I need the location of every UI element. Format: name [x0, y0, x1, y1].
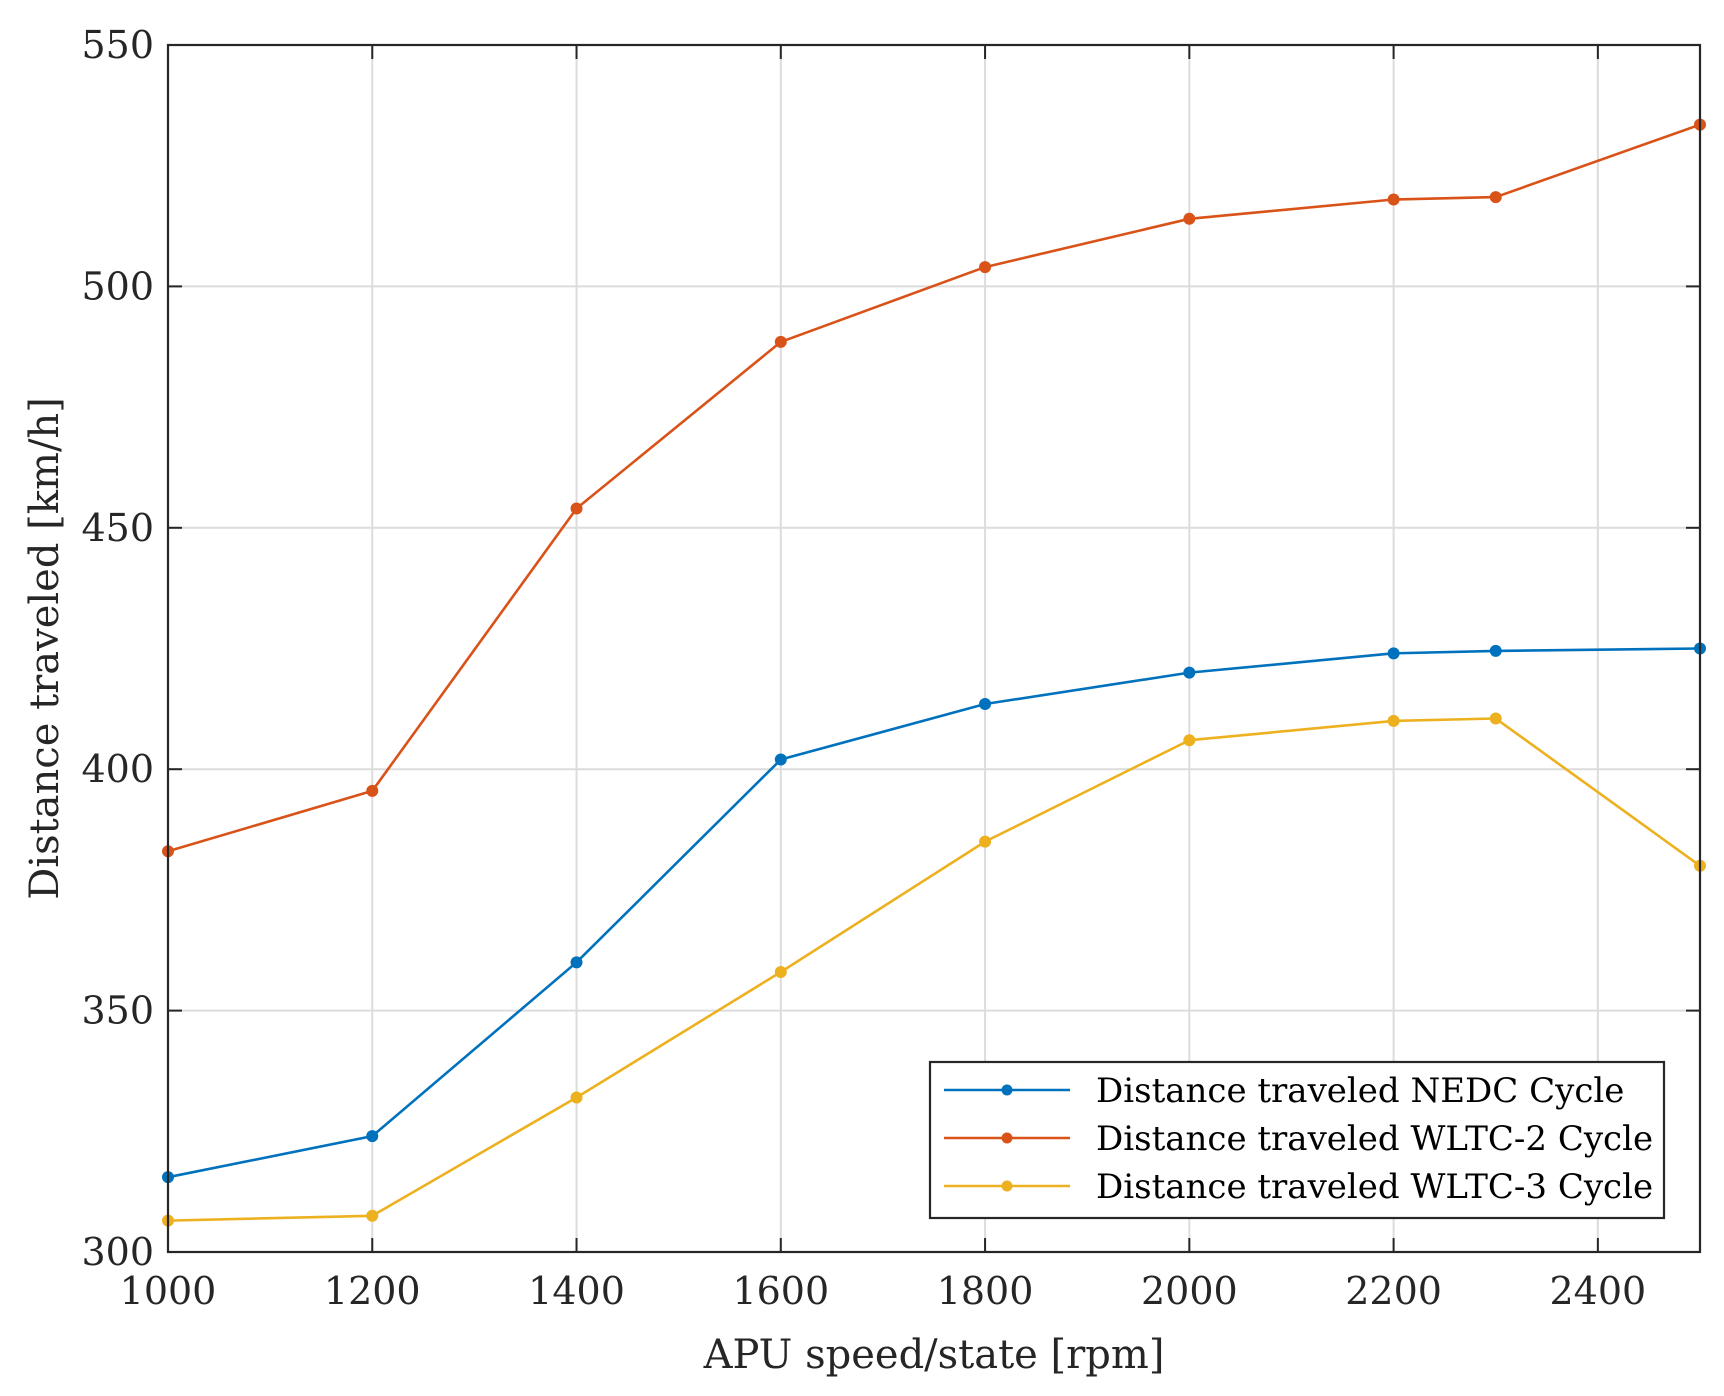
legend-marker-wltc2	[1001, 1132, 1013, 1144]
data-point-wltc3	[570, 1091, 583, 1104]
data-point-wltc2	[366, 784, 379, 797]
data-point-nedc	[366, 1130, 379, 1143]
y-axis-label: Distance traveled [km/h]	[22, 397, 68, 900]
data-point-wltc2	[570, 502, 583, 515]
x-tick-label: 2400	[1550, 1269, 1647, 1313]
x-tick-label: 1800	[937, 1269, 1034, 1313]
legend-label-nedc: Distance traveled NEDC Cycle	[1096, 1071, 1624, 1111]
legend: Distance traveled NEDC Cycle Distance tr…	[928, 1060, 1666, 1220]
data-point-nedc	[570, 956, 583, 969]
x-tick-label: 2200	[1345, 1269, 1442, 1313]
x-axis-label: APU speed/state [rpm]	[703, 1332, 1165, 1378]
x-tick-label: 1200	[324, 1269, 421, 1313]
data-point-wltc3	[1183, 734, 1196, 747]
data-point-wltc2	[1183, 212, 1196, 225]
legend-marker-nedc	[1001, 1084, 1013, 1096]
y-tick-label: 350	[81, 989, 154, 1033]
x-tick-label: 1600	[732, 1269, 829, 1313]
data-point-wltc3	[774, 965, 787, 978]
y-tick-label: 550	[81, 23, 154, 67]
y-tick-label: 500	[81, 264, 154, 308]
data-point-wltc2	[979, 261, 992, 274]
legend-entry-wltc2: Distance traveled WLTC-2 Cycle	[944, 1119, 1653, 1159]
legend-label-wltc3: Distance traveled WLTC-3 Cycle	[1096, 1167, 1653, 1207]
data-point-wltc2	[1387, 193, 1400, 206]
data-point-wltc3	[1489, 712, 1502, 725]
tick-labels: 1000 1200 1400 1600 1800 2000 2200 2400 300 350 40…	[81, 23, 1646, 1313]
x-tick-label: 1000	[120, 1269, 217, 1313]
y-tick-label: 450	[81, 506, 154, 550]
data-point-wltc3	[979, 835, 992, 848]
data-point-wltc2	[1489, 191, 1502, 204]
data-point-nedc	[979, 698, 992, 711]
data-point-nedc	[774, 753, 787, 766]
legend-entry-nedc: Distance traveled NEDC Cycle	[944, 1071, 1624, 1111]
data-point-nedc	[1183, 666, 1196, 679]
legend-box	[928, 1060, 1666, 1220]
legend-label-wltc2: Distance traveled WLTC-2 Cycle	[1096, 1119, 1653, 1159]
series-layer	[162, 118, 1706, 1227]
data-point-nedc	[1387, 647, 1400, 660]
legend-entry-wltc3: Distance traveled WLTC-3 Cycle	[944, 1167, 1653, 1207]
data-point-wltc3	[1387, 714, 1400, 727]
y-tick-label: 300	[81, 1230, 154, 1274]
y-tick-label: 400	[81, 747, 154, 791]
data-point-wltc2	[774, 335, 787, 348]
x-tick-label: 1400	[528, 1269, 625, 1313]
legend-marker-wltc3	[1001, 1180, 1013, 1192]
x-tick-label: 2000	[1141, 1269, 1238, 1313]
axes-box	[166, 43, 1702, 1254]
data-point-wltc3	[366, 1209, 379, 1222]
data-point-nedc	[1489, 644, 1502, 657]
ticks	[167, 44, 1700, 1253]
